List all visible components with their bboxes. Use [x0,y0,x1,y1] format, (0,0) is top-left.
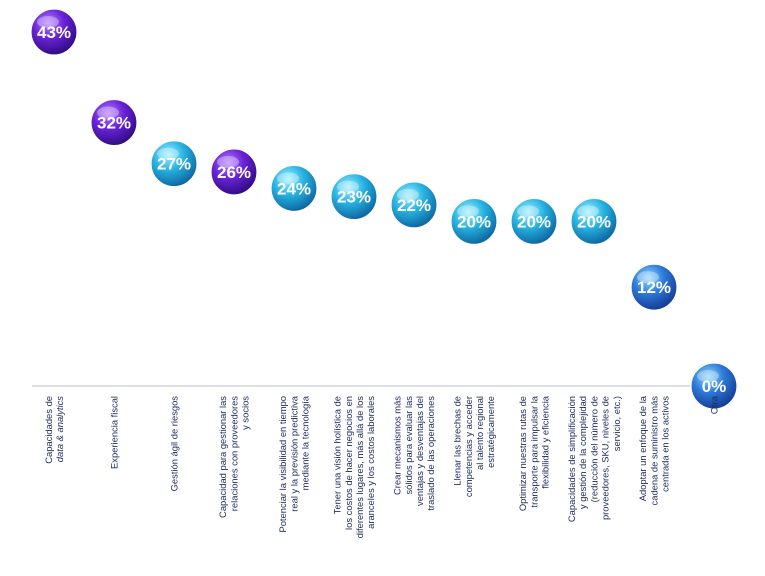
category-label-7: Crear mecanismos mássólidos para evaluar… [392,396,437,511]
category-label-line: Capacidad para gestionar las [217,396,228,518]
bubble-5 [270,164,318,213]
value-label-9: 20% [517,212,551,231]
value-label-11: 12% [637,278,671,297]
category-label-line: y socios [240,396,251,430]
category-label-line: ventajas y desventajas del [414,396,425,506]
category-label-line: Potenciar la visibilidad en tiempo [277,396,288,533]
category-label-line: Capacidades de simplificación [566,396,577,522]
value-label-7: 22% [397,196,431,215]
category-label-line: proveedores, SKU, niveles de [600,396,611,520]
category-label-line: estratégicamente [485,396,496,468]
bubble-gloss-4 [217,155,239,168]
category-label-9: Optimizar nuestras rutas detransporte pa… [517,395,550,511]
category-label-line: y gestión de la complejidad [577,396,588,509]
bubble-gloss-3 [157,147,179,160]
category-label-line: traslado de las operaciones [425,396,436,511]
category-label-line: los costos de hacer negocios en [343,396,354,530]
value-label-3: 27% [157,155,191,174]
bubble-gloss-11 [637,271,659,284]
category-label-line: al talento regional [474,396,485,470]
category-label-line: competencias y acceder [463,396,474,497]
value-label-6: 23% [337,188,371,207]
bubble-8 [450,197,498,245]
category-label-line: Gestión ágil de riesgos [168,396,179,492]
bubble-9 [510,197,558,245]
bubble-7 [390,181,438,229]
category-label-line: Tener una visión holística de [332,396,343,514]
bubble-gloss-12 [697,370,719,382]
bubble-gloss-7 [397,188,419,201]
category-label-line: cadena de suministro más [648,396,659,506]
bubble-12 [690,362,738,410]
value-label-4: 26% [217,163,251,182]
category-label-5: Potenciar la visibilidad en tiemporeal y… [277,395,310,532]
bubble-6 [330,173,378,221]
category-label-2: Experiencia fiscal [108,396,119,469]
value-label-8: 20% [457,212,491,231]
category-label-line: Experiencia fiscal [108,396,119,469]
bubble-4 [210,148,258,196]
category-label-3: Gestión ágil de riesgos [168,396,179,492]
bubble-gloss-1 [37,16,59,28]
category-label-1: Capacidades dedata & analytics [43,396,65,464]
category-label-line: aranceles y los costos laborales [365,396,376,529]
category-label-4: Capacidad para gestionar lasrelaciones c… [217,396,250,518]
category-label-line: centrada en los activos [660,396,671,492]
value-label-2: 32% [97,114,131,133]
value-label-12: 0% [702,377,727,396]
category-label-10: Capacidades de simplificacióny gestión d… [566,396,622,522]
category-label-8: Llenar las brechas decompetencias y acce… [452,396,497,497]
bubble-gloss-6 [337,180,359,193]
category-label-line: transporte para impulsar la [528,395,539,507]
bubble-2 [90,98,138,147]
category-label-line: real y la previsión predictiva [288,395,299,511]
category-label-line: (reducción del número de [588,396,599,502]
value-label-10: 20% [577,212,611,231]
category-label-line: Optimizar nuestras rutas de [517,396,528,511]
category-label-line: flexibilidad y eficiencia [540,395,551,489]
value-label-1: 43% [37,23,71,42]
bubble-gloss-2 [97,106,119,119]
category-label-line: Llenar las brechas de [452,396,463,486]
category-label-line: diferentes lugares, más allá de los [354,396,365,539]
bubble-gloss-5 [277,172,299,185]
category-label-line: Crear mecanismos más [392,396,403,495]
bubble-3 [150,140,198,188]
category-label-6: Tener una visión holística delos costos … [332,396,377,539]
bubble-gloss-8 [457,205,479,218]
category-label-line: mediante la tecnología [300,395,311,490]
bubble-11 [630,263,678,311]
category-label-line: relaciones con proveedores [228,396,239,511]
value-label-5: 24% [277,179,311,198]
bubble-1 [30,8,78,56]
category-label-line: servicio, etc.) [611,396,622,451]
category-label-line: Capacidades de [43,396,54,464]
bubble-10 [570,197,618,245]
category-label-line: Adoptar un enfoque de la [637,395,648,501]
category-label-line: sólidos para evaluar las [403,396,414,495]
category-label-12: Otra [708,395,719,414]
category-label-line: data & analytics [54,396,65,462]
bubble-gloss-9 [517,205,539,218]
category-label-line: Otra [708,395,719,414]
bubble-gloss-10 [577,205,599,218]
category-label-11: Adoptar un enfoque de lacadena de sumini… [637,395,670,505]
